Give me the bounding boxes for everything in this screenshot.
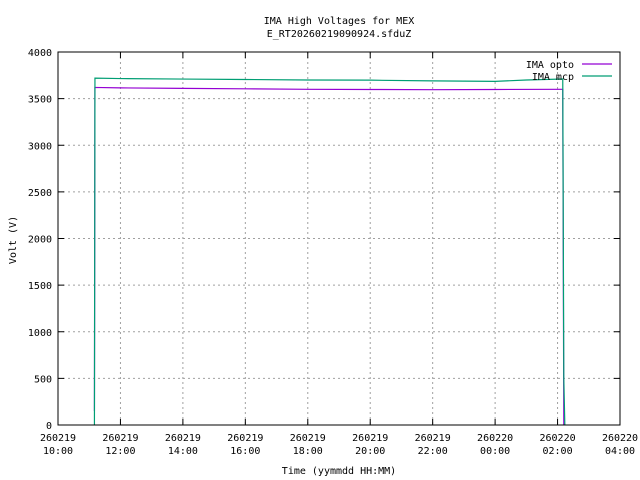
x-tick-label-date: 260220 — [477, 433, 513, 444]
y-tick-label: 1000 — [28, 328, 52, 339]
y-tick-label: 500 — [34, 374, 52, 385]
y-tick-label: 1500 — [28, 281, 52, 292]
y-tick-label: 2000 — [28, 235, 52, 246]
x-tick-label-time: 16:00 — [230, 446, 260, 457]
chart-subtitle: E_RT20260219090924.sfduZ — [267, 29, 412, 40]
x-tick-label-time: 18:00 — [293, 446, 323, 457]
x-tick-label-date: 260219 — [165, 433, 201, 444]
chart-title: IMA High Voltages for MEX — [264, 16, 415, 27]
plot-frame — [57, 51, 621, 426]
grid — [58, 52, 620, 425]
x-tick-label-date: 260219 — [40, 433, 76, 444]
y-tick-label: 4000 — [28, 48, 52, 59]
series-line-2 — [93, 77, 566, 426]
x-tick-label-time: 02:00 — [543, 446, 573, 457]
y-tick-label: 3500 — [28, 95, 52, 106]
x-tick-label-date: 260219 — [290, 433, 326, 444]
y-tick-label: 2500 — [28, 188, 52, 199]
x-tick-label-time: 10:00 — [43, 446, 73, 457]
legend-label-2: IMA mcp — [532, 72, 574, 83]
x-tick-label-time: 14:00 — [168, 446, 198, 457]
y-axis-label: Volt (V) — [8, 216, 19, 264]
x-tick-label-time: 00:00 — [480, 446, 510, 457]
x-axis-label: Time (yymmdd HH:MM) — [282, 466, 396, 477]
x-tick-label-time: 12:00 — [105, 446, 135, 457]
x-tick-label-time: 22:00 — [418, 446, 448, 457]
axes: 0 500 1000 1500 2000 2500 3000 3500 4000 260219 10… — [28, 48, 638, 457]
x-tick-label-date: 260219 — [415, 433, 451, 444]
y-tick-label: 3000 — [28, 141, 52, 152]
x-tick-label-date: 260219 — [102, 433, 138, 444]
y-tick-label: 0 — [46, 421, 52, 432]
legend-label-1: IMA opto — [526, 60, 574, 71]
x-tick-label-date: 260219 — [352, 433, 388, 444]
x-tick-label-date: 260220 — [539, 433, 575, 444]
x-tick-label-date: 260219 — [227, 433, 263, 444]
x-tick-label-date: 260220 — [602, 433, 638, 444]
series-line-1 — [93, 86, 565, 426]
series-layer — [93, 77, 566, 426]
x-tick-label-time: 04:00 — [605, 446, 635, 457]
x-tick-label-time: 20:00 — [355, 446, 385, 457]
